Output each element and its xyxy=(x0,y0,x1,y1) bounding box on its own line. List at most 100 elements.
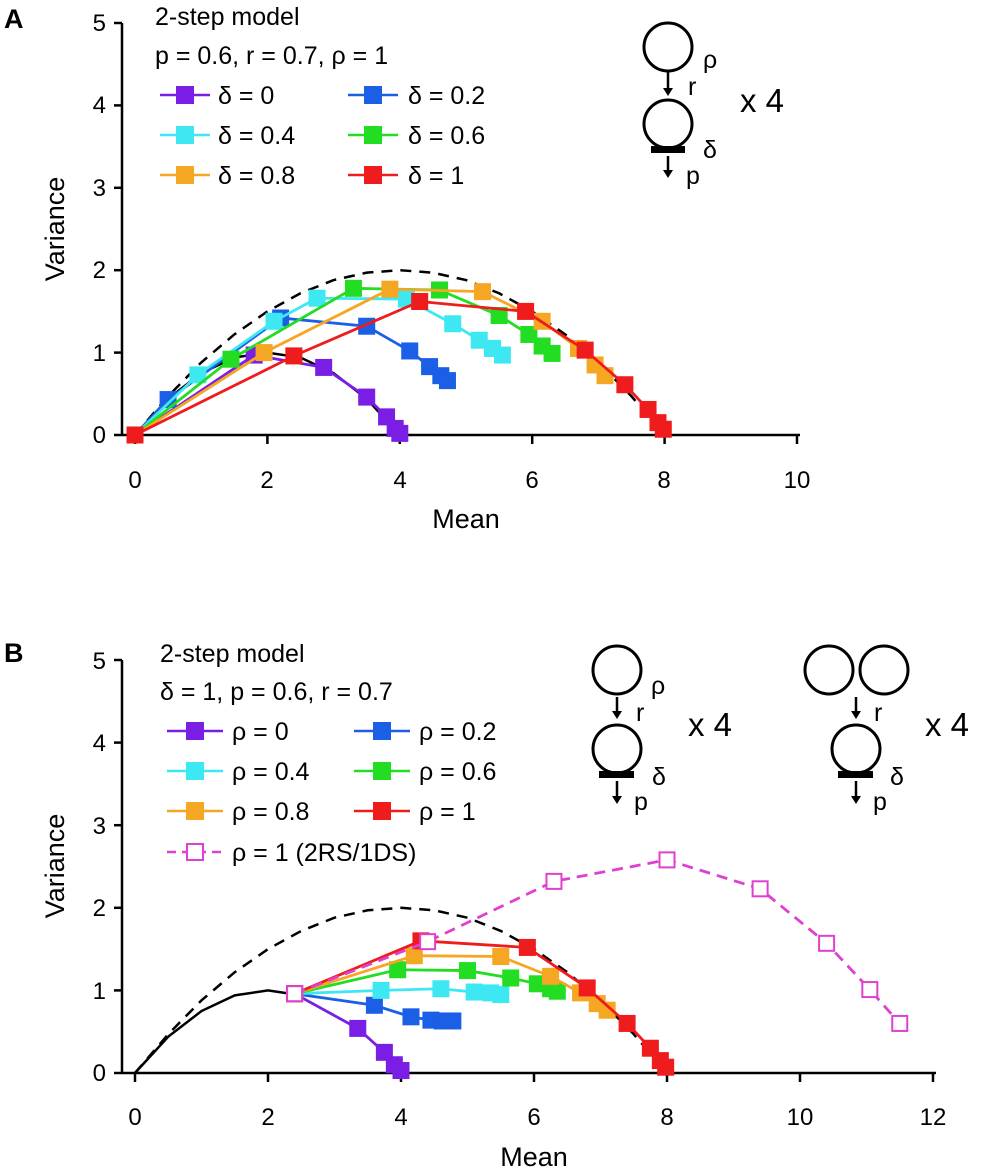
data-point xyxy=(444,315,462,333)
panel-b-x-axis-label: Mean xyxy=(500,1142,568,1172)
legend-marker xyxy=(176,166,194,184)
data-point xyxy=(401,342,419,360)
gene-state-circle xyxy=(591,644,643,696)
data-point xyxy=(543,344,561,362)
panel-b-axes: 0 2 4 6 8 10 12 0 1 2 3 4 5 Mean Varianc… xyxy=(40,648,946,1172)
panel-b-title: 2-step model xyxy=(160,640,305,668)
gene-state-circle xyxy=(830,723,882,775)
legend-label: ρ = 1 xyxy=(419,798,476,826)
data-point xyxy=(654,420,672,438)
legend-label: ρ = 1 (2RS/1DS) xyxy=(232,839,416,867)
arrow-head xyxy=(663,88,673,96)
data-point xyxy=(389,961,407,979)
degradation-bar xyxy=(599,771,634,778)
legend-label: δ = 0.2 xyxy=(408,82,485,110)
legend-marker xyxy=(364,126,382,144)
data-point xyxy=(818,934,836,952)
legend-entry: δ = 1 xyxy=(348,162,464,190)
data-point xyxy=(596,367,614,385)
panel-a-letter: A xyxy=(4,4,24,34)
data-point xyxy=(578,979,596,997)
delta-label: δ xyxy=(890,763,904,791)
legend-label: ρ = 0.8 xyxy=(232,798,309,826)
data-point xyxy=(432,980,450,998)
data-point xyxy=(751,880,769,898)
series--0.8 xyxy=(126,280,614,444)
x-tick-label: 8 xyxy=(660,1104,673,1131)
data-point xyxy=(542,967,560,985)
panel-a-subtitle: p = 0.6, r = 0.7, ρ = 1 xyxy=(155,42,388,70)
multiplier-label: x 4 xyxy=(925,706,969,743)
data-point xyxy=(492,948,510,966)
x-tick-label: 10 xyxy=(787,1104,814,1131)
data-point xyxy=(402,1008,420,1026)
r-label: r xyxy=(688,73,696,101)
data-point xyxy=(358,388,376,406)
legend-entry: ρ = 0.6 xyxy=(354,758,496,786)
data-point xyxy=(308,289,326,307)
series--1 xyxy=(286,932,675,1076)
data-point xyxy=(381,280,399,298)
legend-label: δ = 0 xyxy=(218,82,274,110)
gene-state-circle xyxy=(642,21,694,73)
solid-binomial-curve xyxy=(134,989,302,1074)
rho-label: ρ xyxy=(651,672,665,700)
data-point xyxy=(520,325,538,343)
y-tick-label: 2 xyxy=(93,895,106,922)
legend-entry: ρ = 0.4 xyxy=(167,758,310,786)
gene-state-circle xyxy=(803,644,855,696)
panel-b-subtitle: δ = 1, p = 0.6, r = 0.7 xyxy=(160,678,393,706)
legend-marker xyxy=(186,802,204,820)
series-line xyxy=(134,287,607,437)
data-point xyxy=(545,872,563,890)
arrow-head xyxy=(851,711,861,719)
p-label: p xyxy=(873,788,887,816)
legend-entry: δ = 0.2 xyxy=(348,82,485,110)
y-tick-label: 1 xyxy=(93,340,106,367)
legend-entry: ρ = 0.2 xyxy=(354,718,496,746)
legend-label: ρ = 0.6 xyxy=(419,758,496,786)
data-point xyxy=(658,851,676,869)
data-point xyxy=(265,312,283,330)
data-point xyxy=(465,983,483,1001)
panel-b-letter: B xyxy=(4,638,24,668)
data-point xyxy=(616,376,634,394)
panel-a-y-axis-label: Variance xyxy=(40,177,70,282)
data-point xyxy=(391,424,409,442)
panel-a-x-tick-labels: 0 2 4 6 8 10 xyxy=(128,467,810,494)
data-point xyxy=(639,400,657,418)
legend-marker xyxy=(364,166,382,184)
panel-b-model-diagram-left: ρ r δ p x 4 xyxy=(591,644,732,816)
x-tick-label: 0 xyxy=(128,1104,141,1131)
legend-label: ρ = 0.2 xyxy=(419,718,496,746)
panel-b-plot-area xyxy=(134,851,909,1080)
multiplier-label: x 4 xyxy=(740,82,784,119)
series-line xyxy=(133,316,449,436)
arrow-head xyxy=(612,711,622,719)
legend-entry: ρ = 1 (2RS/1DS) xyxy=(167,839,416,867)
rho-label: ρ xyxy=(703,46,717,74)
data-point xyxy=(372,981,390,999)
data-point xyxy=(255,344,273,362)
r-label: r xyxy=(874,699,882,727)
panel-a-legend: 2-step model p = 0.6, r = 0.7, ρ = 1 δ =… xyxy=(155,3,485,190)
y-tick-label: 5 xyxy=(93,648,106,675)
data-point xyxy=(365,996,383,1014)
x-tick-label: 8 xyxy=(657,467,670,494)
panel-b-x-tick-labels: 0 2 4 6 8 10 12 xyxy=(128,1104,946,1131)
legend-entry: δ = 0.4 xyxy=(160,122,295,150)
data-point xyxy=(492,986,510,1004)
panel-a-x-axis-label: Mean xyxy=(432,504,500,534)
legend-entry: δ = 0.8 xyxy=(160,162,295,190)
x-tick-label: 6 xyxy=(527,1104,540,1131)
x-tick-label: 12 xyxy=(920,1104,947,1131)
x-tick-label: 6 xyxy=(525,467,538,494)
data-point xyxy=(528,975,546,993)
delta-label: δ xyxy=(703,136,717,164)
y-tick-label: 0 xyxy=(93,422,106,449)
panel-b: B 0 2 4 6 8 10 12 0 1 2 3 4 5 Mean xyxy=(4,638,969,1172)
legend-marker xyxy=(373,762,391,780)
data-point xyxy=(518,938,536,956)
series--0 xyxy=(286,985,410,1080)
x-tick-label: 10 xyxy=(784,467,811,494)
